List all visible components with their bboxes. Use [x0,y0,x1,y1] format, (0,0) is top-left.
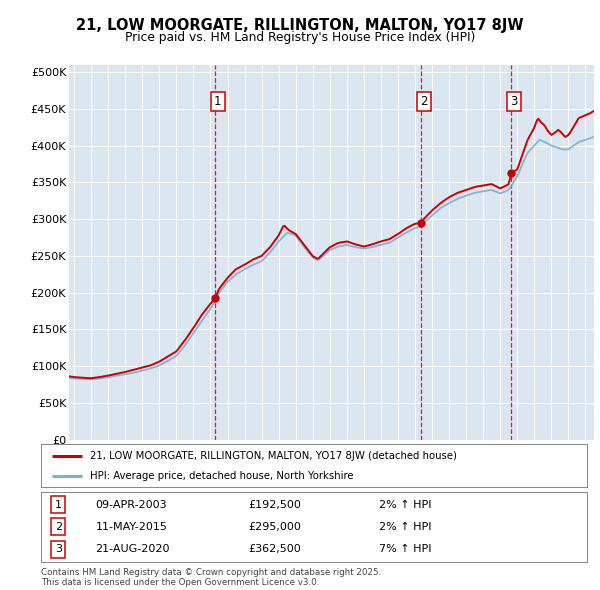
Text: 3: 3 [55,544,62,554]
Text: Contains HM Land Registry data © Crown copyright and database right 2025.
This d: Contains HM Land Registry data © Crown c… [41,568,381,587]
Text: 11-MAY-2015: 11-MAY-2015 [95,522,167,532]
Text: 21, LOW MOORGATE, RILLINGTON, MALTON, YO17 8JW (detached house): 21, LOW MOORGATE, RILLINGTON, MALTON, YO… [90,451,457,461]
Text: 1: 1 [55,500,62,510]
Text: 2% ↑ HPI: 2% ↑ HPI [379,522,432,532]
Text: 09-APR-2003: 09-APR-2003 [95,500,167,510]
Text: 21, LOW MOORGATE, RILLINGTON, MALTON, YO17 8JW: 21, LOW MOORGATE, RILLINGTON, MALTON, YO… [76,18,524,32]
Text: 3: 3 [510,95,517,108]
Text: 2: 2 [55,522,62,532]
Text: £192,500: £192,500 [248,500,301,510]
Text: HPI: Average price, detached house, North Yorkshire: HPI: Average price, detached house, Nort… [90,471,353,481]
Text: 2% ↑ HPI: 2% ↑ HPI [379,500,432,510]
Text: 21-AUG-2020: 21-AUG-2020 [95,544,170,554]
Text: £295,000: £295,000 [248,522,301,532]
Text: 1: 1 [214,95,221,108]
Text: 7% ↑ HPI: 7% ↑ HPI [379,544,432,554]
Text: £362,500: £362,500 [248,544,301,554]
Text: Price paid vs. HM Land Registry's House Price Index (HPI): Price paid vs. HM Land Registry's House … [125,31,475,44]
Text: 2: 2 [420,95,427,108]
